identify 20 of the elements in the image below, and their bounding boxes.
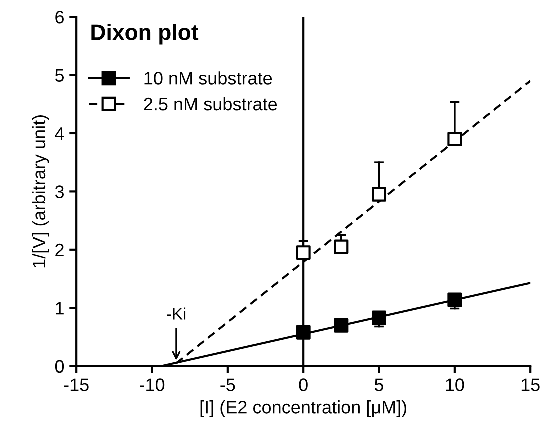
x-axis-title: [I] (E2 concentration [μM]) — [200, 400, 407, 418]
y-tick-label: 4 — [55, 128, 64, 140]
x-tick-label: -15 — [64, 378, 89, 392]
y-tick-label: 0 — [55, 360, 64, 374]
y-tick-label: 2 — [56, 244, 64, 256]
y-tick-label: 6 — [56, 10, 64, 24]
y-tick-label: 3 — [55, 186, 64, 198]
x-tick-label: -5 — [220, 378, 236, 392]
legend-label: 2.5 nM substrate — [144, 97, 278, 111]
x-tick-label: 15 — [522, 378, 540, 392]
x-tick-label: -10 — [140, 378, 165, 392]
chart-title: Dixon plot — [92, 24, 199, 45]
y-axis-title: 1/[V] (arbitrary unit) — [32, 116, 50, 268]
x-tick-label: 0 — [299, 378, 308, 392]
y-tick-label: 5 — [55, 69, 64, 82]
legend-label: 10 nM substrate — [144, 72, 272, 85]
x-tick-label: 10 — [446, 378, 464, 392]
y-tick-label: 1 — [56, 302, 64, 315]
annotation: -Ki — [167, 308, 186, 320]
x-tick-label: 5 — [374, 378, 384, 392]
